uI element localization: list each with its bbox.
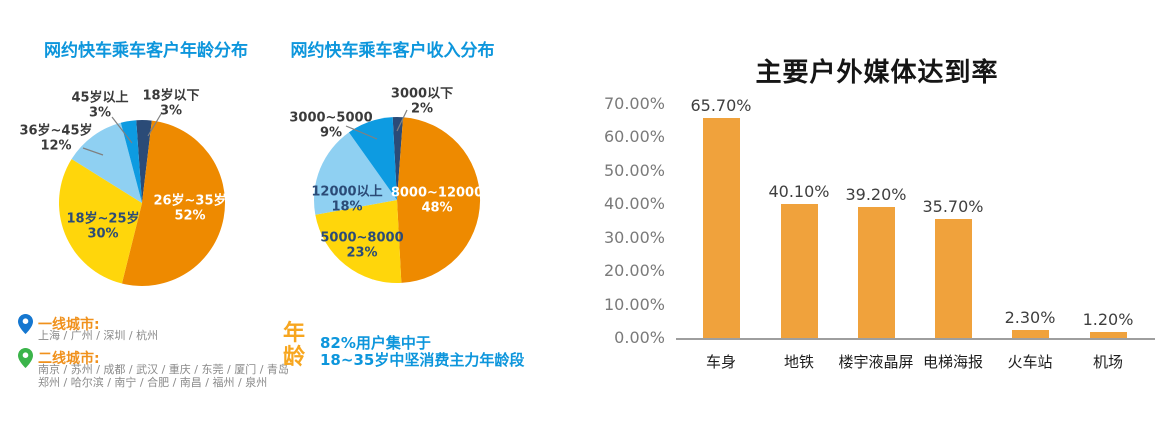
pie-slice-18岁以下 <box>136 119 152 203</box>
pie-slice-3000以下 <box>392 116 404 200</box>
bar-value-label: 2.30% <box>1004 308 1056 328</box>
pie-label: 26岁~35岁 <box>153 193 226 209</box>
x-tick-label: 车身 <box>705 353 736 371</box>
pie-label: 18岁~25岁 <box>66 211 139 227</box>
pie-label: 3000~5000 <box>289 111 372 126</box>
pie-label: 48% <box>421 201 452 216</box>
tier1-cities-list: 上海 / 广州 / 深圳 / 杭州 <box>38 329 159 342</box>
reach-rate-bar-chart: 主要户外媒体达到率 70.00% 60.00% 50.00% 40.00% 30.00%… <box>580 0 1161 444</box>
tier2-cities-label: 二线城市: <box>38 351 100 367</box>
tier2-cities-line2: 郑州 / 哈尔滨 / 南宁 / 合肥 / 南昌 / 福州 / 泉州 <box>38 375 268 389</box>
location-pin-icon-tier2 <box>18 348 33 368</box>
x-tick-label: 楼宇液晶屏 <box>838 353 914 371</box>
y-tick-label: 70.00% <box>603 93 665 113</box>
pie-label: 3% <box>160 104 182 119</box>
pie-slice-18岁~25岁 <box>59 159 143 284</box>
age-note-line1: 82%用户集中于 <box>320 334 431 352</box>
bar-value-label: 65.70% <box>690 96 752 116</box>
bar-value-label: 39.20% <box>845 184 907 204</box>
pie-label: 45岁以上 <box>71 90 128 106</box>
pie-label: 12000以上 <box>311 185 382 200</box>
pie-label-leader-line <box>111 116 133 144</box>
pie-slice-45岁以上 <box>120 120 142 203</box>
tier2-cities-list: 南京 / 苏州 / 成都 / 武汉 / 重庆 / 东莞 / 厦门 / 青岛 郑州… <box>38 363 289 389</box>
pie-label-leader-line <box>396 109 408 132</box>
pie-label: 3% <box>89 106 111 121</box>
pie-label-leader-line <box>82 147 104 156</box>
x-axis-line <box>676 338 1155 340</box>
y-tick-label: 0.00% <box>614 328 665 347</box>
bar-火车站 <box>1011 330 1049 338</box>
pie-slice-12000以上 <box>313 132 397 215</box>
pie-slice-8000~12000 <box>397 117 481 283</box>
pie-label: 36岁~45岁 <box>19 123 92 139</box>
age-pie-chart: 18岁以下3%26岁~35岁52%18岁~25岁30%36岁~45岁12%45岁… <box>19 88 227 286</box>
y-tick-label: 10.00% <box>603 294 665 314</box>
pie-label: 12% <box>40 139 71 154</box>
bar-电梯海报 <box>934 218 972 338</box>
y-tick-label: 30.00% <box>603 227 665 247</box>
pie-slice-5000~8000 <box>315 200 402 284</box>
pie-label: 9% <box>320 126 342 141</box>
tier1-cities-label: 一线城市: <box>38 317 100 333</box>
y-tick-label: 40.00% <box>603 194 665 214</box>
y-tick-label: 50.00% <box>603 160 665 180</box>
bar-value-label: 35.70% <box>922 196 984 216</box>
bar-value-label: 1.20% <box>1082 310 1134 329</box>
pie-slice-3000~5000 <box>348 117 397 200</box>
x-tick-label: 电梯海报 <box>922 353 983 371</box>
pie-label: 23% <box>346 246 377 261</box>
tier2-cities-line1: 南京 / 苏州 / 成都 / 武汉 / 重庆 / 东莞 / 厦门 / 青岛 <box>38 363 289 376</box>
location-pin-icon-tier1 <box>18 314 33 334</box>
pie-label-leader-line <box>345 125 378 140</box>
x-tick-label: 火车站 <box>1007 353 1053 371</box>
y-tick-label: 20.00% <box>603 261 665 281</box>
x-tick-label: 机场 <box>1092 353 1123 371</box>
pie-label: 3000以下 <box>391 87 453 102</box>
bar-车身 <box>702 118 740 338</box>
pie-label: 18% <box>331 200 362 215</box>
bar-value-label: 40.10% <box>768 181 830 201</box>
age-pie-title: 网约快车乘车客户年龄分布 <box>44 41 248 61</box>
income-pie-title: 网约快车乘车客户收入分布 <box>290 41 495 61</box>
pie-label: 5000~8000 <box>320 231 403 246</box>
age-note-keyword: 年龄 <box>283 321 306 370</box>
bar-机场 <box>1089 332 1127 338</box>
pie-label: 30% <box>87 227 118 242</box>
pie-label: 2% <box>411 102 433 117</box>
pie-label-leader-line <box>147 113 162 137</box>
bar-chart-title: 主要户外媒体达到率 <box>755 58 999 88</box>
pie-label: 18岁以下 <box>142 88 199 104</box>
pie-slice-26岁~35岁 <box>121 120 226 286</box>
bar-地铁 <box>780 203 818 338</box>
pie-label: 8000~12000 <box>391 186 483 201</box>
x-tick-label: 地铁 <box>783 353 814 371</box>
y-tick-label: 60.00% <box>603 127 665 147</box>
pie-slice-36岁~45岁 <box>71 122 142 203</box>
bar-楼宇液晶屏 <box>857 206 895 338</box>
pie-label: 52% <box>174 209 205 224</box>
age-note-line2: 18~35岁中坚消费主力年龄段 <box>320 351 525 369</box>
